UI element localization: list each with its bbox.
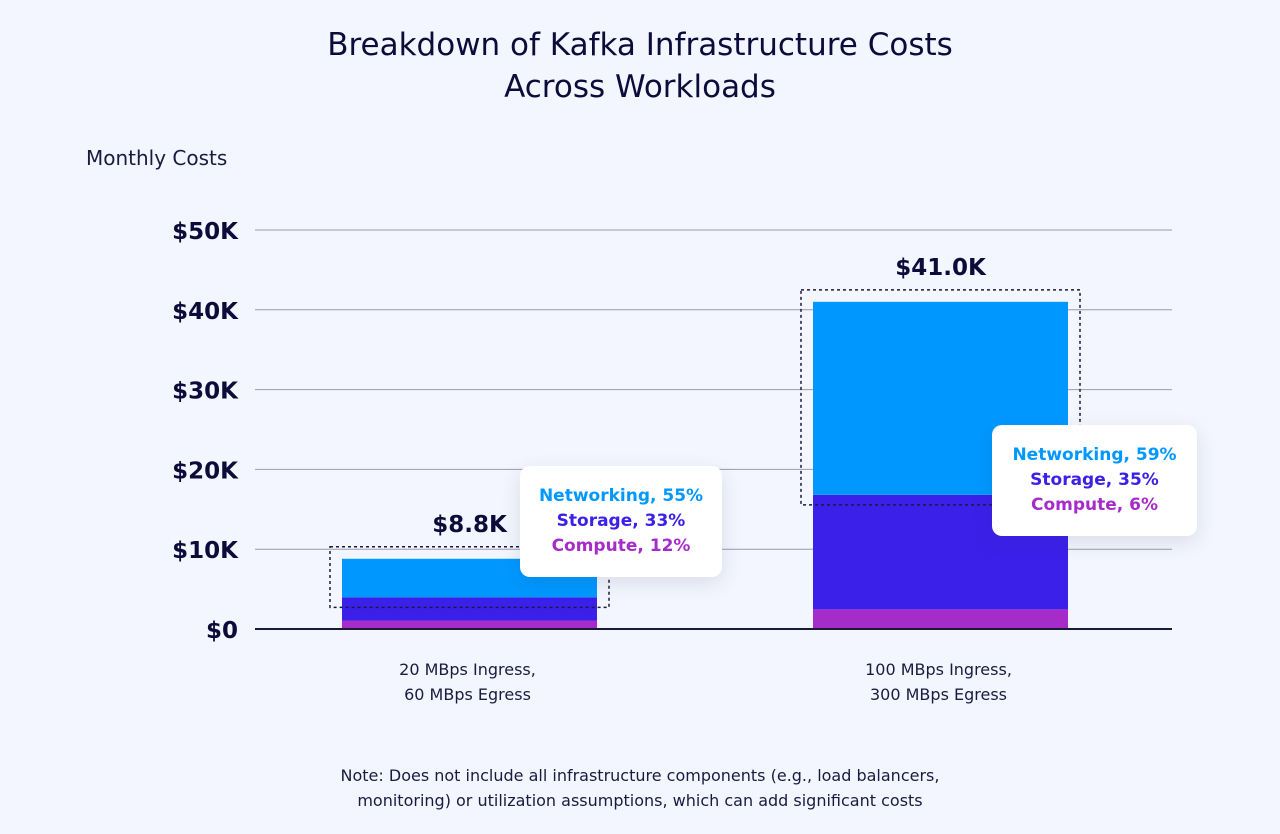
chart-title: Breakdown of Kafka Infrastructure Costs …: [0, 24, 1280, 108]
y-axis-label: Monthly Costs: [86, 146, 228, 170]
y-tick-label: $50K: [172, 219, 239, 245]
callout-compute: Compute, 6%: [1030, 495, 1159, 515]
callout-networking: Networking, 55%: [538, 486, 704, 506]
x-tick-label: 300 MBps Egress: [870, 685, 1007, 704]
y-tick-label: $40K: [172, 299, 239, 325]
callout-storage: Storage, 35%: [1030, 470, 1159, 490]
title-line-1: Breakdown of Kafka Infrastructure Costs: [327, 27, 953, 63]
bar-segment-storage: [342, 597, 597, 621]
highlight-box: [800, 289, 1081, 506]
x-tick-label: 60 MBps Egress: [404, 685, 531, 704]
y-tick-label: $0: [206, 618, 238, 644]
highlight-box: [329, 546, 610, 609]
y-tick-label: $20K: [172, 458, 239, 484]
x-tick-label: 100 MBps Ingress,: [865, 660, 1012, 679]
x-tick-label: 20 MBps Ingress,: [399, 660, 536, 679]
total-label: $8.8K: [432, 512, 508, 538]
note-line-1: Note: Does not include all infrastructur…: [340, 766, 940, 785]
callout-workload-1: Networking, 55% Storage, 33% Compute, 12…: [520, 466, 722, 577]
footnote: Note: Does not include all infrastructur…: [0, 763, 1280, 813]
bar-segment-compute: [342, 620, 597, 629]
callout-networking: Networking, 59%: [1012, 445, 1177, 465]
y-tick-label: $30K: [172, 379, 239, 405]
callout-workload-2: Networking, 59% Storage, 35% Compute, 6%: [992, 425, 1197, 536]
y-tick-label: $10K: [172, 538, 239, 564]
note-line-2: monitoring) or utilization assumptions, …: [357, 791, 923, 810]
title-line-2: Across Workloads: [504, 69, 776, 105]
callout-compute: Compute, 12%: [551, 536, 691, 556]
total-label: $41.0K: [895, 255, 987, 281]
bar-segment-compute: [813, 609, 1068, 629]
callout-storage: Storage, 33%: [556, 511, 686, 531]
